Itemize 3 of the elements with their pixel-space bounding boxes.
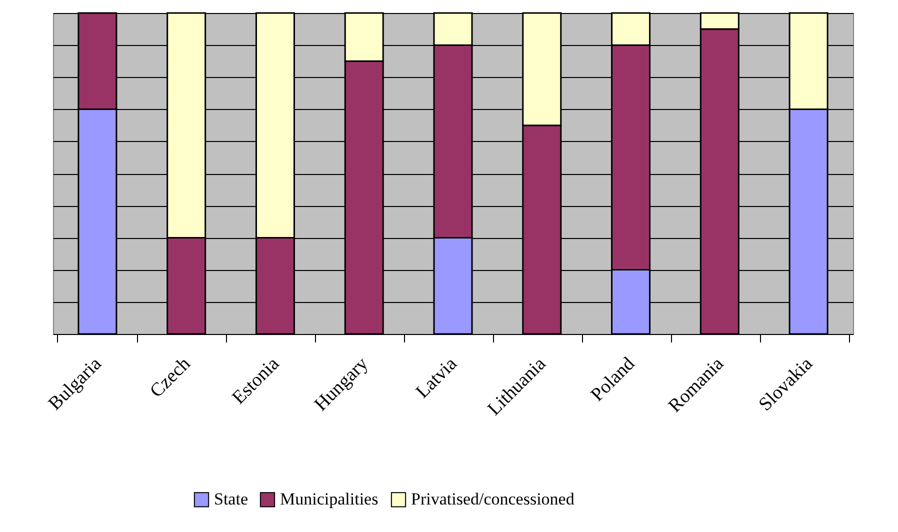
legend-label: Privatised/concessioned (411, 490, 575, 509)
legend-label: Municipalities (280, 490, 378, 509)
legend-label: State (214, 490, 248, 509)
